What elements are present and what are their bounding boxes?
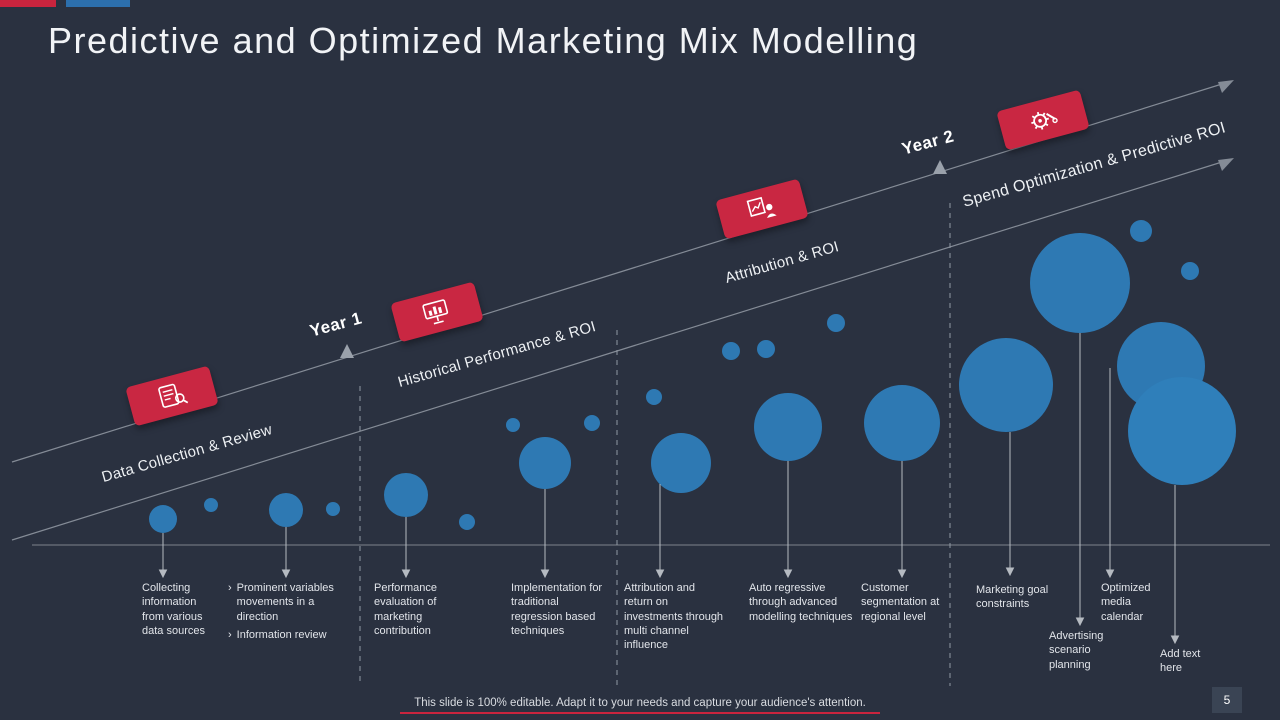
annotation-performance-evaluation: Performance evaluation of marketing cont…	[374, 582, 437, 637]
annotation-implementation-regression: Implementation for traditional regressio…	[511, 582, 603, 637]
stage-badge-4	[996, 89, 1090, 151]
footer-note: This slide is 100% editable. Adapt it to…	[414, 697, 866, 709]
stage-label-data-collection: Data Collection & Review	[99, 421, 275, 486]
timeline-lower-line	[11, 158, 1234, 541]
year1-marker-arrow	[340, 344, 354, 358]
annotation-optimized-media: Optimized media calendar	[1101, 582, 1151, 623]
annotation-customer-segmentation: Customer segmentation at regional level	[861, 582, 940, 623]
footer-accent-line	[400, 712, 880, 714]
page-title: Predictive and Optimized Marketing Mix M…	[48, 20, 919, 61]
stage-label-attribution: Attribution & ROI	[723, 238, 841, 287]
chevron-bullet-icon: ›	[228, 582, 232, 594]
year1-label: Year 1	[307, 308, 364, 341]
page-number-badge: 5	[1212, 687, 1242, 713]
top-accent-bar-red	[0, 0, 56, 7]
bullet-item: › Information review	[228, 628, 336, 642]
annotation-prominent-variables: › Prominent variables movements in a dir…	[228, 581, 336, 646]
bullet-item-text: Prominent variables movements in a direc…	[236, 582, 334, 623]
annotation-marketing-goal: Marketing goal constraints	[976, 584, 1049, 611]
chevron-bullet-icon: ›	[228, 628, 232, 641]
stage-label-spend-optimization: Spend Optimization & Predictive ROI	[960, 119, 1228, 211]
year2-label: Year 2	[899, 126, 956, 159]
stage-badge-2	[390, 281, 484, 343]
annotation-collecting-information: Collecting information from various data…	[142, 582, 205, 637]
data-collection-icon	[158, 383, 189, 408]
annotation-attribution-return: Attribution and return on investments th…	[624, 582, 724, 652]
performance-chart-icon	[422, 299, 449, 325]
stage-badge-1	[125, 365, 219, 427]
stage-badge-3	[715, 178, 809, 240]
bullet-item-text: Information review	[236, 628, 327, 641]
bullet-item: › Prominent variables movements in a dir…	[228, 581, 336, 624]
annotation-advertising-scenario: Advertising scenario planning	[1049, 630, 1104, 671]
year2-marker-arrow	[933, 160, 947, 174]
attribution-person-icon	[746, 196, 777, 219]
bubble-cluster	[149, 220, 1236, 533]
top-accent-bar-blue	[66, 0, 130, 7]
annotation-add-text-placeholder: Add text here	[1160, 648, 1201, 675]
optimization-gear-icon	[1031, 111, 1058, 130]
annotation-auto-regressive: Auto regressive through advanced modelli…	[749, 582, 853, 623]
